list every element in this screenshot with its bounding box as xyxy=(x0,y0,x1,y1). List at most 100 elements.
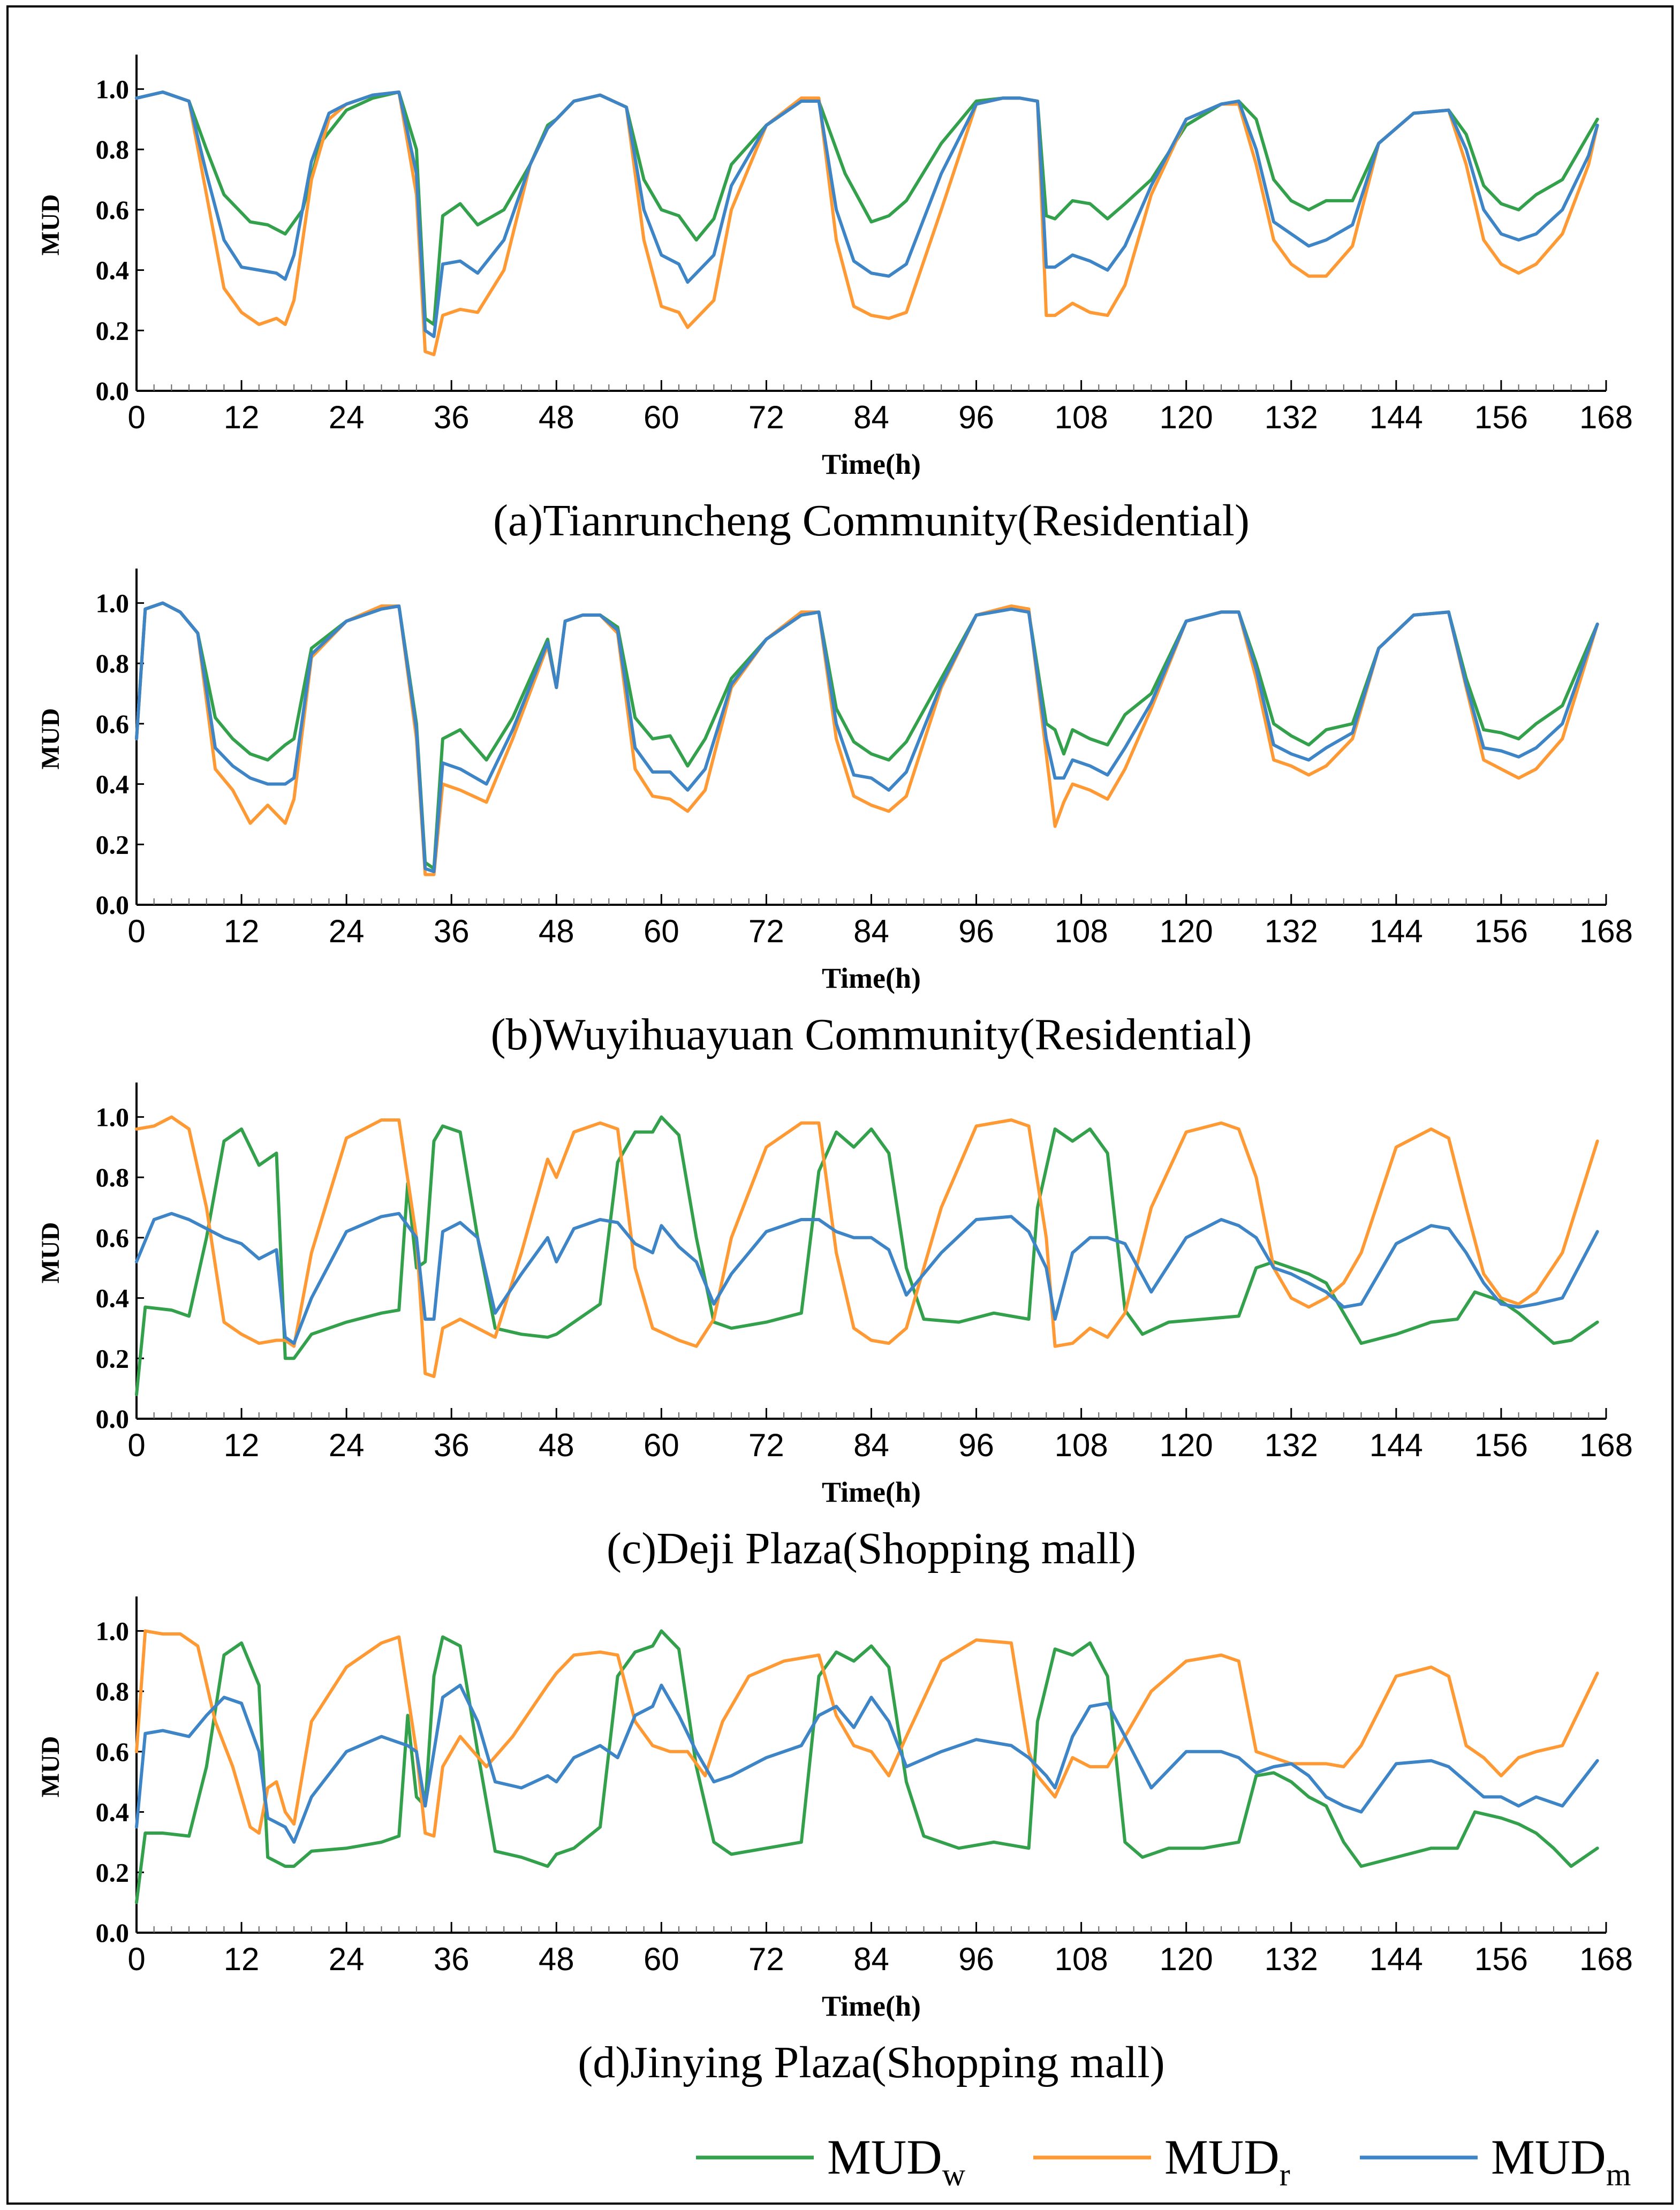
x-tick-label: 72 xyxy=(748,1941,784,1977)
panel-caption: (b)Wuyihuayuan Community(Residential) xyxy=(490,1010,1252,1059)
x-tick-label: 108 xyxy=(1055,1941,1108,1977)
x-tick-label: 84 xyxy=(853,1427,889,1463)
y-tick-label: 0.4 xyxy=(96,255,130,285)
x-tick-label: 60 xyxy=(644,399,679,435)
y-tick-label: 0.6 xyxy=(96,195,130,225)
x-tick-label: 168 xyxy=(1579,399,1633,435)
x-tick-label: 0 xyxy=(127,1941,145,1977)
x-tick-label: 24 xyxy=(329,1941,365,1977)
legend-subscript: m xyxy=(1606,2157,1631,2192)
y-tick-label: 0.2 xyxy=(96,315,130,345)
x-tick-label: 0 xyxy=(127,399,145,435)
y-axis-label: MUD xyxy=(36,1222,65,1284)
x-tick-label: 132 xyxy=(1265,913,1318,949)
y-tick-label: 0.6 xyxy=(96,709,130,739)
x-tick-label: 84 xyxy=(853,1941,889,1977)
x-tick-label: 0 xyxy=(127,913,145,949)
series-line-mud-r xyxy=(135,90,1599,357)
legend-item-mud-r: MUDr xyxy=(1033,2130,1290,2192)
series-line-mud-w xyxy=(135,601,1599,871)
y-tick-label: 0.0 xyxy=(96,376,130,406)
chart-panel-2: 0 12 24 36 48 60 72 84 96 108 120 132 144 156 168 0.0 0.… xyxy=(36,569,1633,1059)
x-tick-label: 132 xyxy=(1265,1427,1318,1463)
chart-panel-4: 0 12 24 36 48 60 72 84 96 108 120 132 144 156 168 0.0 0.… xyxy=(36,1596,1633,2087)
series-line-mud-m xyxy=(135,601,1599,873)
y-tick-label: 0.0 xyxy=(96,1918,130,1948)
y-tick-label: 0.2 xyxy=(96,829,130,859)
x-tick-label: 60 xyxy=(644,913,679,949)
figure-frame xyxy=(6,5,1674,2205)
x-tick-label: 156 xyxy=(1474,1941,1528,1977)
legend-label: MUDw xyxy=(827,2130,966,2192)
y-tick-label: 0.8 xyxy=(96,1676,130,1706)
y-tick-label: 1.0 xyxy=(96,1102,130,1132)
x-tick-label: 12 xyxy=(224,1941,260,1977)
x-tick-label: 24 xyxy=(329,399,365,435)
x-tick-label: 12 xyxy=(224,399,260,435)
x-tick-label: 156 xyxy=(1474,1427,1528,1463)
y-tick-label: 0.6 xyxy=(96,1223,130,1253)
x-tick-label: 108 xyxy=(1055,1427,1108,1463)
y-tick-label: 0.8 xyxy=(96,1162,130,1192)
x-tick-label: 120 xyxy=(1160,913,1213,949)
x-tick-label: 12 xyxy=(224,913,260,949)
y-axis-label: MUD xyxy=(36,708,65,770)
x-tick-label: 60 xyxy=(644,1427,679,1463)
y-tick-label: 0.2 xyxy=(96,1857,130,1887)
x-tick-label: 132 xyxy=(1265,399,1318,435)
x-tick-label: 12 xyxy=(224,1427,260,1463)
y-tick-label: 1.0 xyxy=(96,1616,130,1646)
x-tick-label: 48 xyxy=(539,913,574,949)
series-line-mud-w xyxy=(135,1115,1599,1396)
panels: 0 12 24 36 48 60 72 84 96 108 120 132 144 156 1680.00.… xyxy=(36,55,1633,2087)
legend-label: MUDr xyxy=(1164,2130,1290,2192)
legend-item-mud-m: MUDm xyxy=(1360,2130,1631,2192)
x-axis-label: Time(h) xyxy=(822,1476,921,1508)
x-tick-label: 168 xyxy=(1579,913,1633,949)
y-tick-label: 1.0 xyxy=(96,74,130,104)
x-tick-label: 108 xyxy=(1055,913,1108,949)
x-axis-label: Time(h) xyxy=(822,1990,921,2022)
x-tick-label: 96 xyxy=(958,399,994,435)
x-tick-label: 48 xyxy=(539,399,574,435)
x-tick-label: 84 xyxy=(853,913,889,949)
x-tick-label: 72 xyxy=(748,399,784,435)
legend-item-mud-w: MUDw xyxy=(696,2130,966,2192)
y-tick-label: 0.6 xyxy=(96,1737,130,1767)
x-tick-label: 24 xyxy=(329,1427,365,1463)
x-tick-label: 36 xyxy=(434,1427,470,1463)
y-axis-label: MUD xyxy=(36,194,65,256)
x-tick-label: 36 xyxy=(434,913,470,949)
panel-caption: (c)Deji Plaza(Shopping mall) xyxy=(607,1524,1136,1573)
y-tick-label: 0.4 xyxy=(96,769,130,799)
x-tick-label: 96 xyxy=(958,1427,994,1463)
x-tick-label: 48 xyxy=(539,1941,574,1977)
x-tick-label: 156 xyxy=(1474,399,1528,435)
y-tick-label: 0.4 xyxy=(96,1283,130,1313)
y-tick-label: 0.8 xyxy=(96,648,130,678)
x-tick-label: 144 xyxy=(1369,399,1423,435)
x-tick-label: 168 xyxy=(1579,1941,1633,1977)
x-tick-label: 120 xyxy=(1160,399,1213,435)
x-tick-label: 144 xyxy=(1369,1941,1423,1977)
x-tick-label: 60 xyxy=(644,1941,679,1977)
y-axis-label: MUD xyxy=(36,1736,65,1798)
series-line-mud-r xyxy=(135,1115,1599,1379)
series-line-mud-w xyxy=(135,90,1599,326)
legend: MUDw MUDr MUDm xyxy=(696,2130,1631,2192)
y-tick-label: 0.4 xyxy=(96,1797,130,1827)
x-tick-label: 144 xyxy=(1369,913,1423,949)
x-tick-label: 156 xyxy=(1474,913,1528,949)
y-tick-label: 0.0 xyxy=(96,1404,130,1434)
panel-caption: (a)Tianruncheng Community(Residential) xyxy=(493,496,1250,546)
x-tick-label: 0 xyxy=(127,1427,145,1463)
x-tick-label: 168 xyxy=(1579,1427,1633,1463)
series-line-mud-r xyxy=(135,1629,1599,1838)
x-tick-label: 72 xyxy=(748,913,784,949)
chart-panel-1: 0 12 24 36 48 60 72 84 96 108 120 132 144 156 168 0.0 0.… xyxy=(36,55,1633,546)
x-tick-label: 96 xyxy=(958,1941,994,1977)
x-tick-label: 144 xyxy=(1369,1427,1423,1463)
x-tick-label: 72 xyxy=(748,1427,784,1463)
series-line-mud-r xyxy=(135,601,1599,876)
